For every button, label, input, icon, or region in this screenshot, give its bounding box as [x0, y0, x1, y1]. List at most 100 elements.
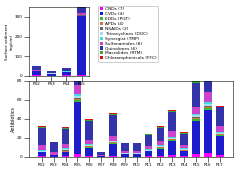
Bar: [133, 153, 141, 154]
Bar: [38, 152, 46, 156]
Bar: [180, 134, 188, 145]
Bar: [109, 144, 117, 156]
Bar: [216, 135, 223, 136]
Bar: [109, 136, 117, 141]
Bar: [180, 133, 188, 134]
Bar: [216, 132, 223, 133]
Bar: [145, 150, 152, 151]
Bar: [62, 128, 69, 129]
Bar: [192, 154, 200, 157]
Bar: [168, 139, 176, 140]
Bar: [133, 151, 141, 153]
Bar: [156, 141, 164, 145]
Bar: [97, 152, 105, 155]
Bar: [85, 156, 93, 157]
Bar: [156, 145, 164, 146]
Bar: [109, 115, 117, 136]
Bar: [77, 6, 86, 7]
Bar: [192, 79, 200, 81]
Bar: [109, 156, 117, 157]
Bar: [192, 121, 200, 154]
Bar: [180, 151, 188, 156]
Bar: [168, 155, 176, 157]
Bar: [204, 92, 212, 102]
Bar: [62, 149, 69, 150]
Bar: [121, 151, 129, 153]
Bar: [145, 156, 152, 157]
Bar: [38, 156, 46, 157]
Bar: [47, 73, 56, 74]
Bar: [77, 75, 86, 76]
Bar: [156, 128, 164, 141]
Y-axis label: Surface sediment
(ng/cm): Surface sediment (ng/cm): [5, 23, 13, 60]
Bar: [168, 140, 176, 141]
Bar: [62, 75, 71, 76]
Bar: [62, 144, 69, 148]
Bar: [85, 120, 93, 121]
Bar: [62, 72, 71, 73]
Bar: [109, 114, 117, 115]
Bar: [156, 146, 164, 147]
Bar: [74, 102, 81, 154]
Bar: [62, 150, 69, 151]
Bar: [74, 56, 81, 85]
Bar: [97, 155, 105, 156]
Bar: [50, 142, 58, 152]
Bar: [97, 156, 105, 157]
Bar: [156, 156, 164, 157]
Bar: [180, 150, 188, 151]
Bar: [168, 110, 176, 111]
Bar: [74, 99, 81, 100]
Bar: [216, 107, 223, 126]
Bar: [121, 143, 129, 151]
Bar: [77, 7, 86, 13]
Bar: [204, 64, 212, 92]
Bar: [109, 113, 117, 114]
Bar: [109, 142, 117, 143]
Y-axis label: Antibiotics: Antibiotics: [11, 106, 16, 132]
Bar: [85, 121, 93, 140]
Bar: [180, 148, 188, 149]
Bar: [216, 126, 223, 132]
Bar: [204, 108, 212, 110]
Bar: [74, 85, 81, 94]
Bar: [133, 143, 141, 151]
Bar: [204, 104, 212, 105]
Bar: [192, 81, 200, 83]
Bar: [216, 105, 223, 107]
Bar: [204, 62, 212, 64]
Bar: [145, 134, 152, 135]
Bar: [145, 135, 152, 146]
Bar: [50, 155, 58, 157]
Bar: [192, 83, 200, 107]
Bar: [85, 144, 93, 145]
Bar: [38, 127, 46, 128]
Bar: [38, 145, 46, 150]
Bar: [62, 73, 71, 75]
Bar: [31, 75, 41, 76]
Bar: [74, 96, 81, 98]
Bar: [156, 148, 164, 149]
Bar: [216, 134, 223, 135]
Bar: [192, 107, 200, 114]
Bar: [47, 71, 56, 73]
Bar: [74, 98, 81, 99]
Bar: [62, 127, 69, 128]
Bar: [77, 16, 86, 75]
Bar: [168, 138, 176, 139]
Bar: [77, 15, 86, 16]
Bar: [62, 71, 71, 72]
Bar: [38, 128, 46, 145]
Bar: [62, 68, 71, 71]
Bar: [216, 136, 223, 155]
Bar: [216, 155, 223, 157]
Bar: [180, 149, 188, 150]
Bar: [156, 127, 164, 128]
Bar: [204, 110, 212, 153]
Bar: [62, 151, 69, 152]
Bar: [145, 151, 152, 156]
Bar: [74, 94, 81, 96]
Bar: [31, 71, 41, 75]
Bar: [50, 152, 58, 155]
Bar: [47, 74, 56, 76]
